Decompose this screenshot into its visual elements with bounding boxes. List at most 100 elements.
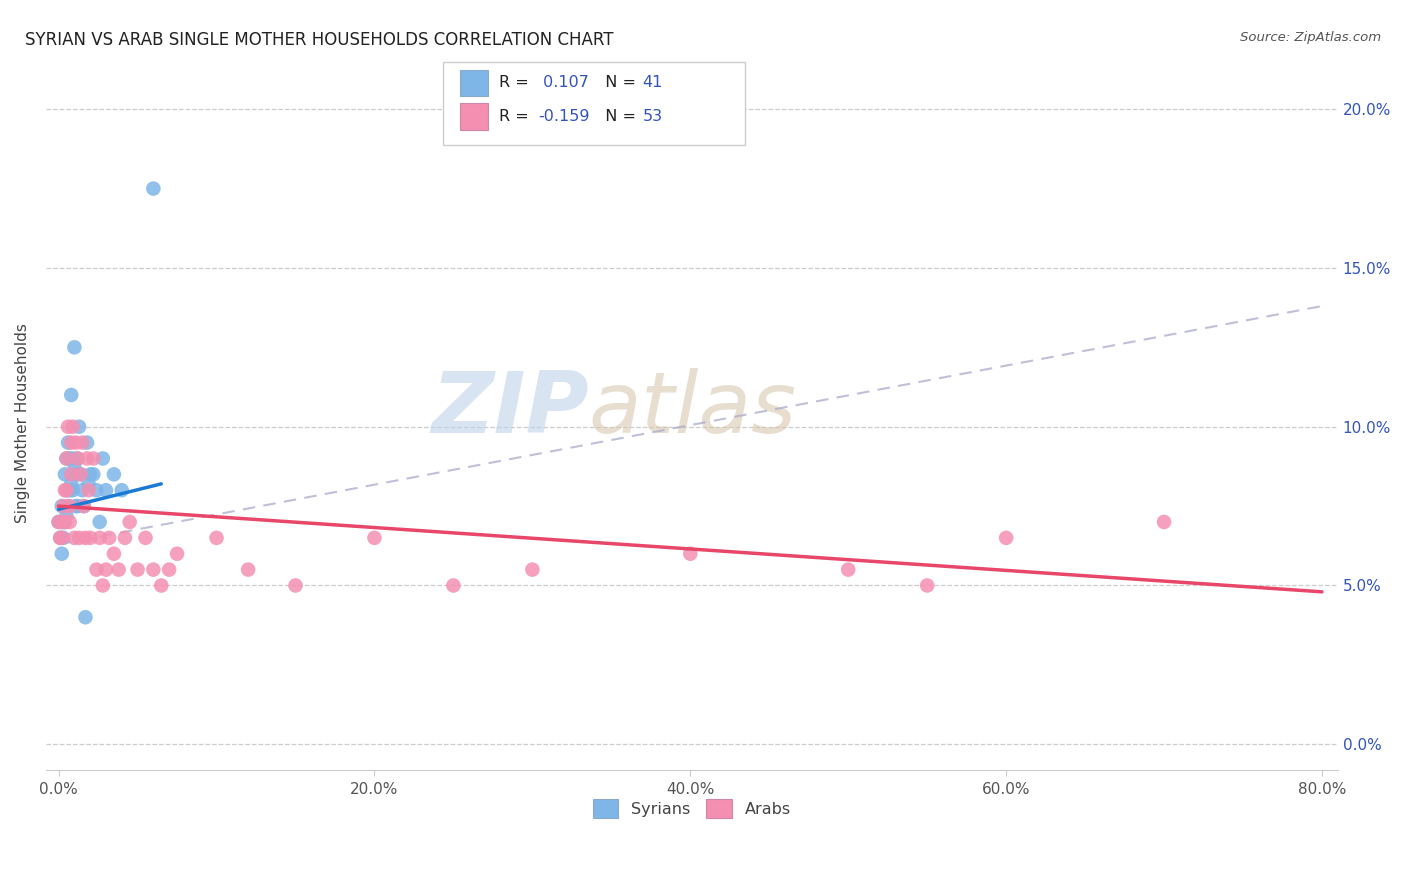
Point [59,515,82,529]
Point [73,499,96,513]
Point [166,547,188,561]
Point [60,388,83,402]
Text: 0.107: 0.107 [538,76,589,90]
Point [157,563,180,577]
Text: R =: R = [499,76,534,90]
Point [55,451,77,466]
Point [79,531,101,545]
Point [118,515,141,529]
Point [56,419,79,434]
Point [65,467,87,482]
Point [51,515,73,529]
Point [66,451,89,466]
Point [441,578,464,592]
Point [89,531,111,545]
Point [52,499,75,513]
Point [53,515,76,529]
Point [65,435,87,450]
Point [55,483,77,498]
Text: R =: R = [499,110,534,124]
Point [62,419,84,434]
Text: SYRIAN VS ARAB SINGLE MOTHER HOUSEHOLDS CORRELATION CHART: SYRIAN VS ARAB SINGLE MOTHER HOUSEHOLDS … [25,31,614,49]
Point [56,435,79,450]
Point [76,451,98,466]
Point [59,483,82,498]
Point [51,547,73,561]
Point [60,467,83,482]
Point [679,547,702,561]
Y-axis label: Single Mother Households: Single Mother Households [15,324,30,524]
Point [111,483,134,498]
Point [363,531,385,545]
Point [53,515,76,529]
Point [114,531,136,545]
Point [72,483,94,498]
Point [91,451,114,466]
Point [69,467,91,482]
Point [98,531,121,545]
Text: 53: 53 [643,110,662,124]
Text: ZIP: ZIP [430,368,589,451]
Point [48,515,70,529]
Point [60,435,83,450]
Point [59,451,82,466]
Point [142,181,165,195]
Point [59,499,82,513]
Point [51,531,73,545]
Point [1153,515,1175,529]
Text: atlas: atlas [589,368,797,451]
Point [134,531,156,545]
Point [91,578,114,592]
Point [55,451,77,466]
Point [77,476,100,491]
Text: 41: 41 [643,76,662,90]
Point [236,563,259,577]
Point [107,563,129,577]
Point [76,435,98,450]
Point [52,515,75,529]
Point [284,578,307,592]
Point [62,451,84,466]
Point [86,483,108,498]
Point [51,499,73,513]
Point [72,435,94,450]
Point [73,499,96,513]
Point [94,563,117,577]
Point [62,483,84,498]
Point [142,563,165,577]
Point [53,467,76,482]
Point [915,578,938,592]
Legend: Syrians, Arabs: Syrians, Arabs [586,793,797,824]
Point [65,499,87,513]
Point [49,531,72,545]
Point [53,483,76,498]
Point [103,547,125,561]
Point [103,467,125,482]
Point [837,563,859,577]
Point [69,467,91,482]
Point [67,531,90,545]
Point [77,483,100,498]
Point [52,531,75,545]
Point [995,531,1018,545]
Point [82,467,104,482]
Text: Source: ZipAtlas.com: Source: ZipAtlas.com [1240,31,1381,45]
Point [150,578,173,592]
Point [67,419,90,434]
Point [56,499,79,513]
Point [66,499,89,513]
Point [55,483,77,498]
Text: -0.159: -0.159 [538,110,591,124]
Point [522,563,544,577]
Point [75,531,97,545]
Point [82,451,104,466]
Point [94,483,117,498]
Point [127,563,149,577]
Point [75,610,97,624]
Text: N =: N = [595,110,641,124]
Point [49,531,72,545]
Point [89,515,111,529]
Point [205,531,228,545]
Point [63,458,86,472]
Text: N =: N = [595,76,641,90]
